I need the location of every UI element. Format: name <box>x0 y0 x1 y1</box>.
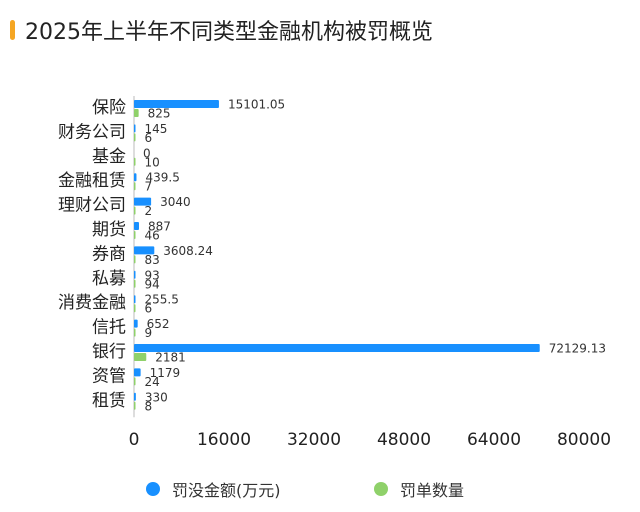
x-tick-label-5: 80000 <box>557 430 611 450</box>
bar-count-3 <box>134 182 136 191</box>
data-label-count-3: 7 <box>145 180 153 194</box>
data-label-count-8: 6 <box>145 302 153 316</box>
bar-fines-4 <box>134 197 152 206</box>
data-label-count-10: 2181 <box>155 351 186 365</box>
x-tick-label-0: 0 <box>129 430 140 450</box>
bar-fines-7 <box>134 270 136 279</box>
data-label-count-4: 2 <box>145 204 153 218</box>
bar-count-5 <box>134 231 136 239</box>
bar-fines-5 <box>134 222 139 230</box>
bar-count-10 <box>134 353 147 361</box>
category-label-4: 理财公司 <box>58 196 126 216</box>
x-tick-label-1: 16000 <box>197 430 251 450</box>
legend-item-fines[interactable]: 罚没金额(万元) <box>146 476 281 502</box>
bar-count-11 <box>134 377 136 386</box>
data-label-count-1: 6 <box>145 131 153 145</box>
bar-count-9 <box>134 328 136 337</box>
legend-label-count: 罚单数量 <box>400 481 465 500</box>
data-label-fines-1: 145 <box>145 122 168 136</box>
data-label-count-7: 94 <box>145 277 160 291</box>
legend-label-fines: 罚没金额(万元) <box>172 481 281 500</box>
bar-fines-10 <box>134 344 540 352</box>
bar-count-2 <box>134 157 136 166</box>
data-label-count-12: 8 <box>145 399 153 413</box>
data-label-fines-0: 15101.05 <box>228 98 285 112</box>
legend-item-count[interactable]: 罚单数量 <box>374 476 464 502</box>
category-label-10: 银行 <box>92 342 126 362</box>
x-tick-label-3: 48000 <box>377 430 431 450</box>
data-label-fines-4: 3040 <box>160 195 191 209</box>
data-label-count-5: 46 <box>145 229 160 243</box>
data-label-fines-11: 1179 <box>150 366 181 380</box>
chart-title: 2025年上半年不同类型金融机构被罚概览 <box>25 20 433 45</box>
bar-fines-8 <box>134 295 136 304</box>
bar-count-4 <box>134 206 136 215</box>
data-label-fines-10: 72129.13 <box>549 342 606 356</box>
data-label-fines-2: 0 <box>143 146 151 160</box>
category-label-8: 消费金融 <box>58 293 126 313</box>
data-label-fines-12: 330 <box>145 390 168 404</box>
bar-fines-12 <box>134 392 136 401</box>
data-label-count-2: 10 <box>145 155 160 169</box>
bar-fines-0 <box>134 100 219 108</box>
bar-count-7 <box>134 279 136 288</box>
category-label-5: 期货 <box>92 220 126 240</box>
x-tick-label-4: 64000 <box>467 430 521 450</box>
data-label-fines-8: 255.5 <box>145 293 179 307</box>
category-label-2: 基金 <box>92 147 126 167</box>
category-label-12: 租赁 <box>92 391 126 411</box>
data-label-count-0: 825 <box>148 107 171 121</box>
legend-swatch-count <box>374 482 388 496</box>
category-label-6: 券商 <box>92 244 126 264</box>
bar-count-6 <box>134 255 136 264</box>
x-tick-label-2: 32000 <box>287 430 341 450</box>
category-label-7: 私募 <box>92 269 126 289</box>
data-label-fines-3: 439.5 <box>145 171 179 185</box>
chart-title-area: 2025年上半年不同类型金融机构被罚概览 <box>10 12 433 48</box>
data-label-count-6: 83 <box>145 253 160 267</box>
category-label-11: 资管 <box>92 366 126 386</box>
category-label-9: 信托 <box>92 318 126 338</box>
legend-swatch-fines <box>146 482 160 496</box>
bar-count-1 <box>134 133 136 142</box>
category-label-0: 保险 <box>92 98 126 118</box>
data-label-fines-9: 652 <box>147 317 170 331</box>
title-accent-bar <box>10 20 15 40</box>
data-label-count-9: 9 <box>145 326 153 340</box>
data-label-fines-5: 887 <box>148 220 171 234</box>
data-label-fines-6: 3608.24 <box>163 244 213 258</box>
bar-count-12 <box>134 401 136 410</box>
bar-fines-6 <box>134 246 155 255</box>
bar-fines-1 <box>134 124 136 133</box>
bar-fines-11 <box>134 368 141 377</box>
bar-fines-9 <box>134 319 138 328</box>
category-label-3: 金融租赁 <box>58 171 126 191</box>
bar-count-8 <box>134 304 136 313</box>
data-label-fines-7: 93 <box>145 268 160 282</box>
category-label-1: 财务公司 <box>58 122 126 142</box>
bar-fines-3 <box>134 173 137 182</box>
data-label-count-11: 24 <box>145 375 160 389</box>
bar-count-0 <box>134 109 139 117</box>
